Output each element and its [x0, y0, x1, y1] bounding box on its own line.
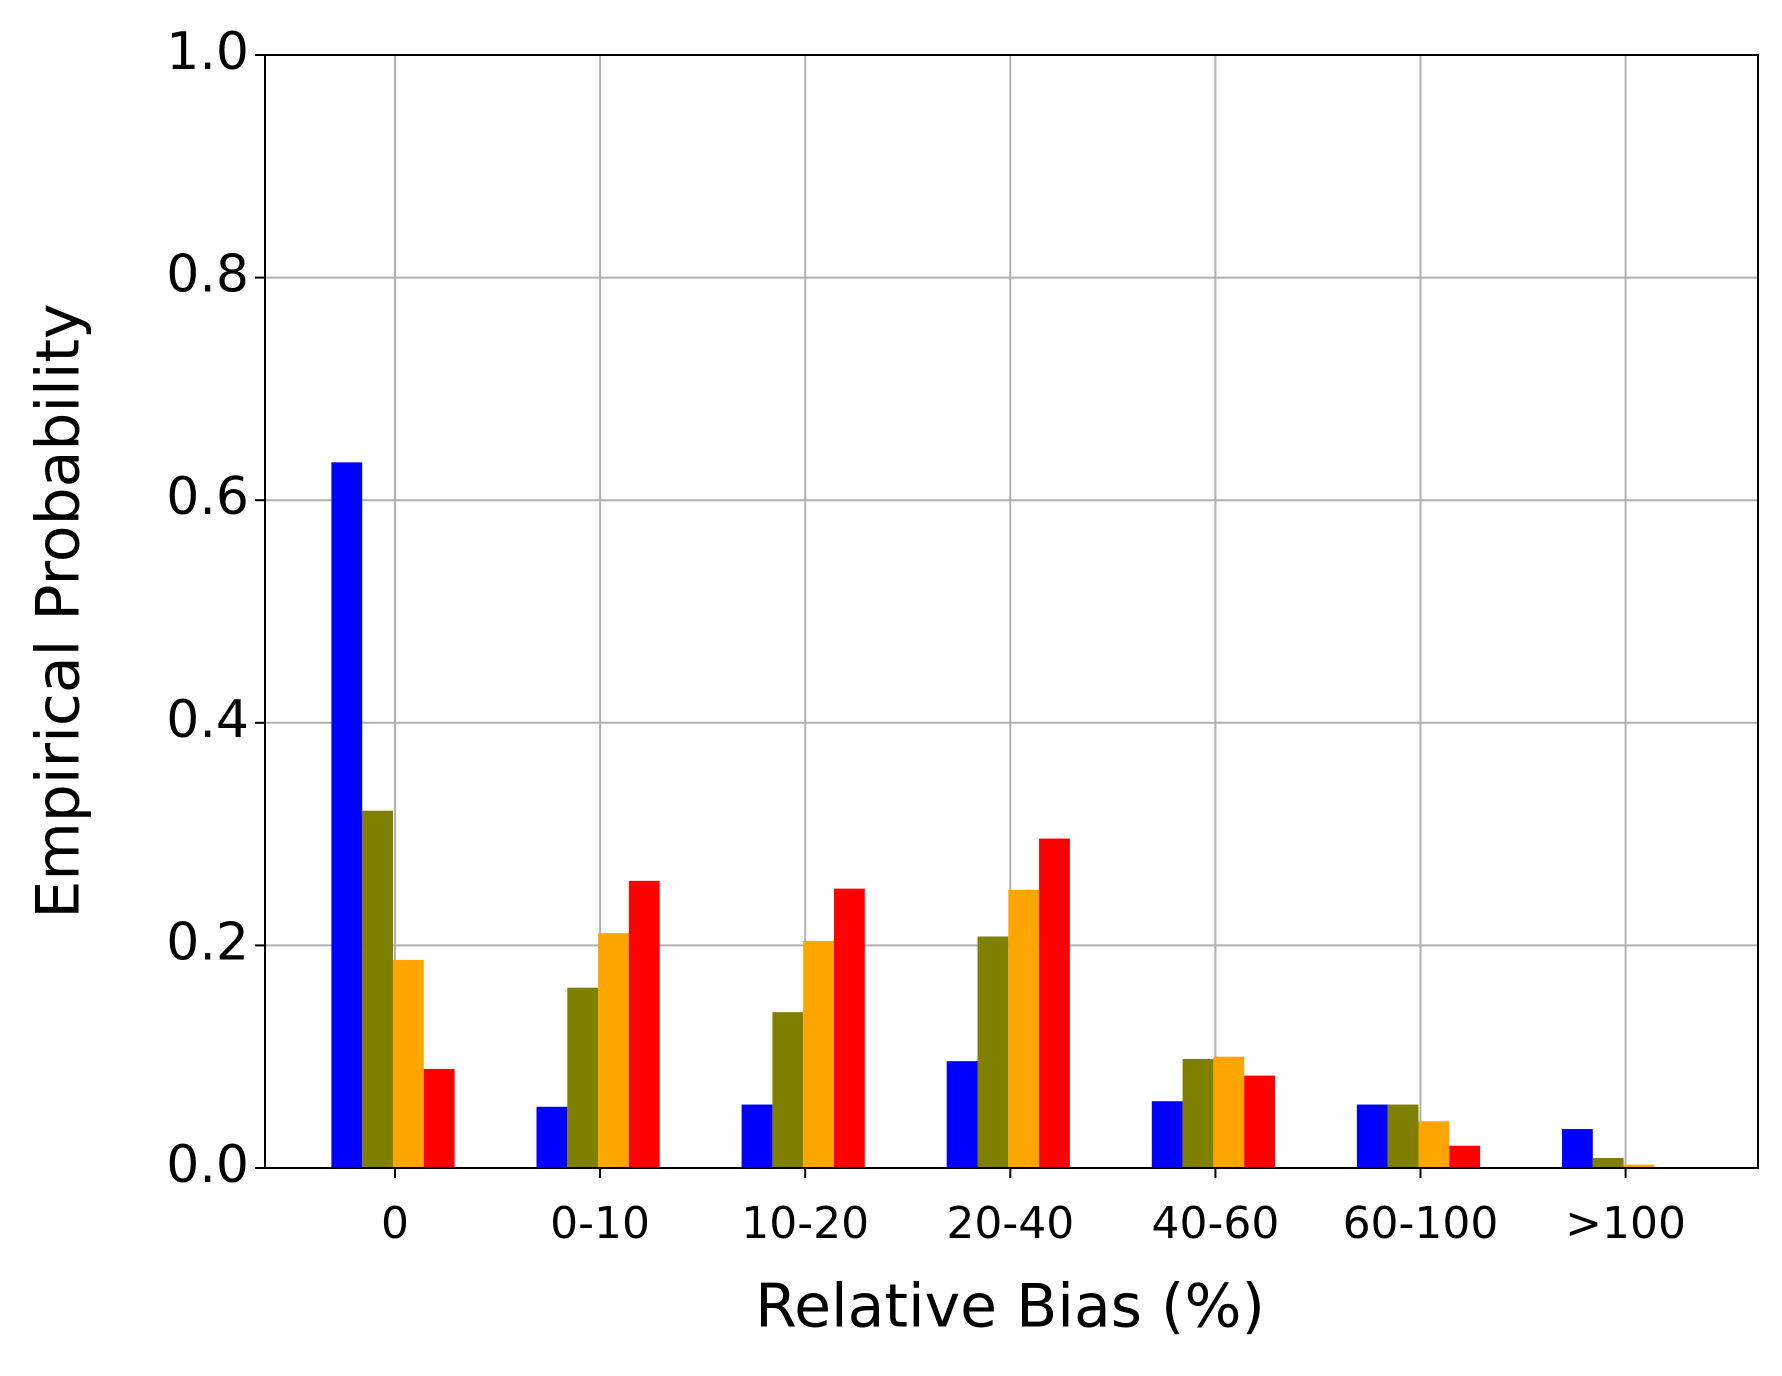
- x-tick-label: 10-20: [741, 1198, 869, 1249]
- bar: [1039, 838, 1070, 1168]
- y-tick-label: 1.0: [166, 22, 249, 82]
- bar: [1562, 1129, 1593, 1168]
- bar: [1008, 889, 1040, 1168]
- bar: [536, 1106, 568, 1168]
- bar: [598, 933, 629, 1168]
- bar: [803, 940, 834, 1168]
- bar: [946, 1061, 978, 1168]
- y-tick-label: 0.0: [166, 1135, 249, 1195]
- y-tick-label: 0.2: [166, 912, 249, 972]
- x-tick-label: 0: [381, 1198, 409, 1249]
- bar: [423, 1068, 455, 1168]
- bar: [977, 936, 1009, 1168]
- x-axis-label: Relative Bias (%): [755, 1272, 1265, 1342]
- bar: [1592, 1157, 1624, 1168]
- bar: [393, 959, 424, 1168]
- bar: [567, 987, 599, 1168]
- bar: [1449, 1145, 1481, 1168]
- x-tick-label: 0-10: [550, 1198, 650, 1249]
- y-tick-label: 0.8: [166, 245, 249, 305]
- bar: [1151, 1101, 1183, 1168]
- bar: [1244, 1075, 1275, 1168]
- x-tick-label: >100: [1565, 1198, 1686, 1249]
- bar: [1213, 1056, 1245, 1168]
- bar: [1387, 1104, 1419, 1168]
- plot-frame: [264, 54, 1759, 1169]
- y-tick-label: 0.4: [166, 690, 249, 750]
- x-tick-label: 60-100: [1343, 1198, 1499, 1249]
- bar: [362, 810, 393, 1168]
- y-axis-label: Empirical Probability: [24, 303, 94, 918]
- x-tick-label: 40-60: [1151, 1198, 1279, 1249]
- bar: [1182, 1058, 1214, 1168]
- bar: [628, 880, 660, 1168]
- y-tick-label: 0.6: [166, 467, 249, 527]
- bar: [1418, 1121, 1450, 1168]
- bar: [741, 1104, 773, 1168]
- bar: [331, 462, 363, 1168]
- bar: [1356, 1104, 1388, 1168]
- x-tick-label: 20-40: [946, 1198, 1074, 1249]
- bar: [834, 888, 865, 1168]
- bar: [772, 1012, 804, 1168]
- bar: [1623, 1164, 1655, 1168]
